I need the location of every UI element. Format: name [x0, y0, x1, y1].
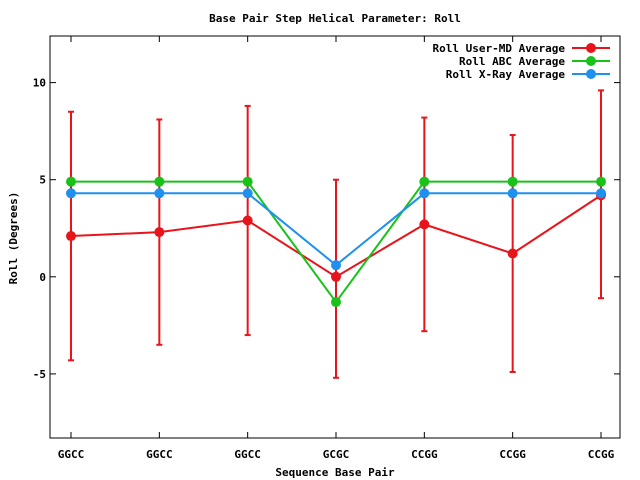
x-tick-label: CCGG — [499, 448, 526, 461]
x-tick-label: GGCC — [58, 448, 85, 461]
data-point-2 — [596, 188, 606, 199]
y-tick-label: -5 — [33, 368, 46, 381]
data-point-1 — [419, 176, 430, 187]
plot-area: -5 0 5 10 GGCC GGCC GGCC GCGC CCGG CCGG CCGG — [33, 35, 621, 461]
data-point-2 — [66, 188, 76, 199]
data-point-0 — [331, 271, 341, 282]
data-point-2 — [419, 188, 430, 199]
data-point-2 — [242, 188, 253, 199]
legend-label: Roll X-Ray Average — [446, 68, 566, 81]
data-point-0 — [242, 215, 253, 226]
data-point-0 — [419, 219, 430, 230]
data-point-1 — [331, 297, 341, 308]
data-point-2 — [507, 188, 518, 199]
x-tick-label: GGCC — [234, 448, 261, 461]
chart-title: Base Pair Step Helical Parameter: Roll — [209, 12, 461, 25]
x-tick-label: CCGG — [588, 448, 615, 461]
data-point-1 — [507, 176, 518, 187]
data-point-1 — [242, 176, 253, 187]
data-point-1 — [66, 176, 76, 187]
x-axis-label: Sequence Base Pair — [275, 466, 395, 479]
data-point-1 — [154, 176, 165, 187]
legend-label: Roll User-MD Average — [433, 42, 566, 55]
data-point-2 — [154, 188, 165, 199]
x-tick-label: CCGG — [411, 448, 438, 461]
data-point-1 — [596, 176, 606, 187]
legend-swatch-marker — [586, 69, 596, 79]
y-tick-label: 0 — [39, 271, 46, 284]
data-point-2 — [331, 260, 341, 271]
legend-label: Roll ABC Average — [459, 55, 565, 68]
legend-swatch-marker — [586, 56, 596, 66]
plot-frame — [49, 35, 621, 439]
data-point-0 — [507, 248, 518, 259]
x-tick-label: GGCC — [146, 448, 173, 461]
y-tick-label: 10 — [33, 77, 46, 90]
data-point-0 — [154, 227, 165, 238]
y-axis-label: Roll (Degrees) — [7, 192, 20, 285]
legend-swatch-marker — [586, 43, 596, 53]
y-tick-label: 5 — [39, 174, 46, 187]
data-point-0 — [66, 231, 76, 242]
x-tick-label: GCGC — [323, 448, 350, 461]
